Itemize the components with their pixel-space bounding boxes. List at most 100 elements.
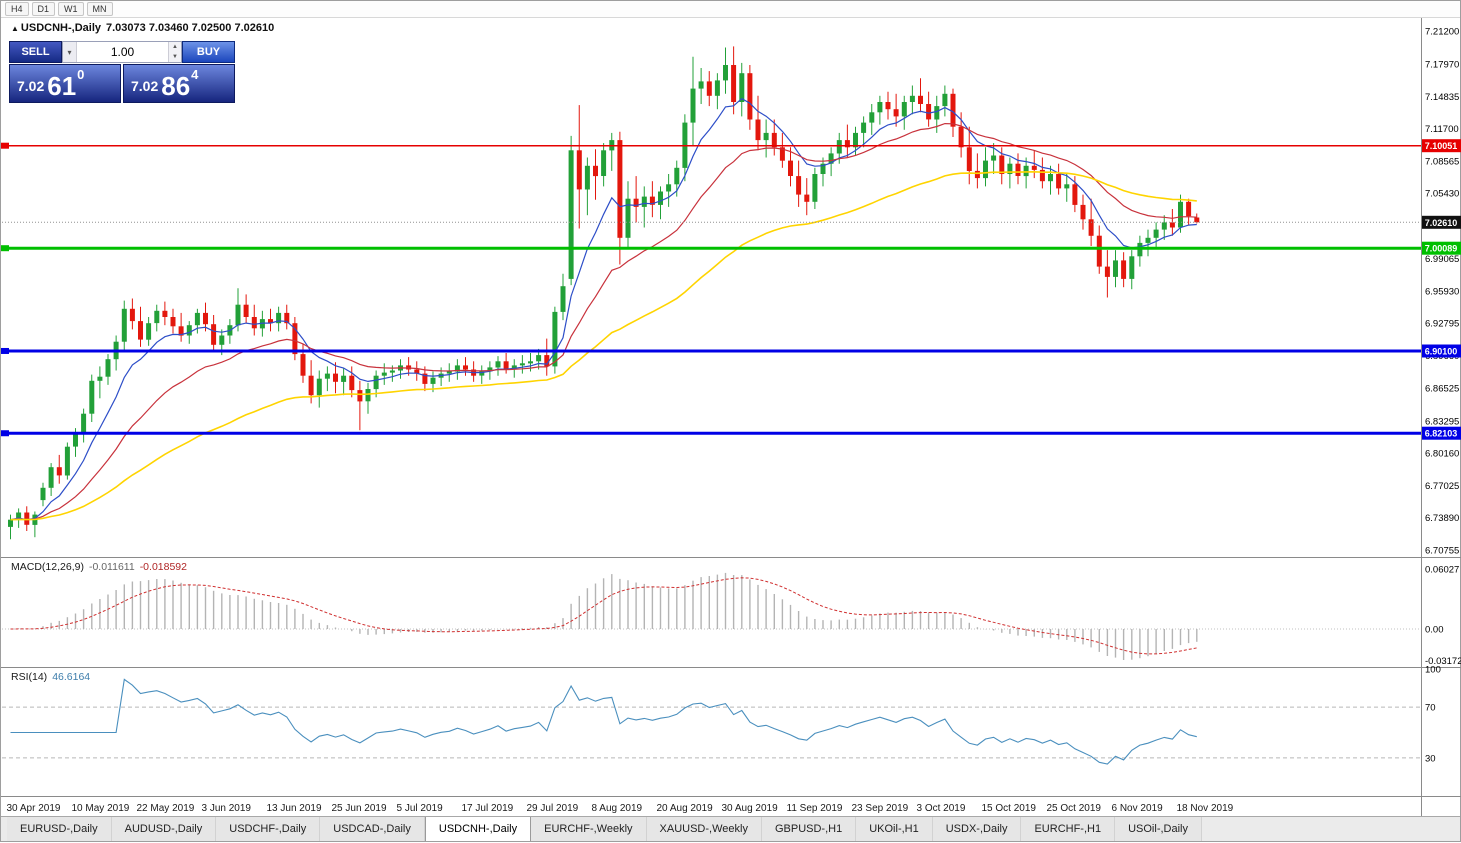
price-tag-level-text: 6.82103 xyxy=(1425,429,1458,439)
candle-body xyxy=(357,390,362,401)
candle-body xyxy=(8,520,13,527)
candle-body xyxy=(24,513,29,525)
date-axis-label: 6 Nov 2019 xyxy=(1112,803,1164,814)
tab-usdcaddaily[interactable]: USDCAD-,Daily xyxy=(320,817,425,841)
rsi-name: RSI(14) xyxy=(11,671,47,683)
date-axis-label: 23 Sep 2019 xyxy=(852,803,909,814)
candle-body xyxy=(756,120,761,141)
candle-body xyxy=(447,372,452,374)
candle-body xyxy=(333,374,338,382)
candle-body xyxy=(1194,218,1199,223)
hline-left-marker xyxy=(1,348,9,354)
price-axis-label: 6.99065 xyxy=(1425,254,1459,265)
candle-body xyxy=(366,389,371,401)
candle-body xyxy=(1064,184,1069,188)
price-axis-label: 6.92795 xyxy=(1425,319,1459,330)
tab-audusddaily[interactable]: AUDUSD-,Daily xyxy=(112,817,217,841)
tab-usdchfdaily[interactable]: USDCHF-,Daily xyxy=(216,817,320,841)
date-axis-label: 17 Jul 2019 xyxy=(462,803,514,814)
chart-ohlc-label: 7.03073 7.03460 7.02500 7.02610 xyxy=(106,22,274,34)
candle-body xyxy=(374,376,379,389)
candle-body xyxy=(699,81,704,88)
candle-body xyxy=(1024,166,1029,176)
buy-price-pips: 86 xyxy=(161,75,190,98)
sell-price-head: 7.02 xyxy=(17,78,44,94)
tab-eurchfh1[interactable]: EURCHF-,H1 xyxy=(1021,817,1115,841)
timeframe-button-h4[interactable]: H4 xyxy=(5,2,29,16)
candle-body xyxy=(73,434,78,446)
price-axis-label: 6.73890 xyxy=(1425,513,1459,524)
date-axis-label: 10 May 2019 xyxy=(72,803,130,814)
candle-body xyxy=(252,317,257,328)
candle-body xyxy=(244,305,249,317)
date-axis-label: 20 Aug 2019 xyxy=(657,803,714,814)
candle-body xyxy=(593,166,598,176)
tab-xauusdweekly[interactable]: XAUUSD-,Weekly xyxy=(647,817,762,841)
candle-body xyxy=(325,374,330,379)
tab-eurusddaily[interactable]: EURUSD-,Daily xyxy=(7,817,112,841)
volume-spinner: ▲ ▼ xyxy=(168,42,181,62)
buy-price-head: 7.02 xyxy=(131,78,158,94)
price-axis-label: 7.21200 xyxy=(1425,27,1459,38)
sell-price-display[interactable]: 7.02 61 0 xyxy=(9,64,121,103)
rsi-indicator-label: RSI(14)46.6164 xyxy=(11,671,90,683)
candle-body xyxy=(301,354,306,376)
candle-body xyxy=(97,377,102,381)
tab-usdxdaily[interactable]: USDX-,Daily xyxy=(933,817,1022,841)
rsi-axis-label: 70 xyxy=(1425,703,1436,714)
volume-decrease-icon[interactable]: ▼ xyxy=(169,52,181,62)
candle-body xyxy=(138,321,143,340)
candle-body xyxy=(1081,205,1086,219)
date-axis-label: 13 Jun 2019 xyxy=(267,803,322,814)
tab-usdcnhdaily[interactable]: USDCNH-,Daily xyxy=(425,817,531,841)
candle-body xyxy=(219,336,224,345)
buy-price-display[interactable]: 7.02 86 4 xyxy=(123,64,235,103)
date-axis-label: 25 Oct 2019 xyxy=(1047,803,1102,814)
candle-body xyxy=(195,313,200,325)
volume-input[interactable]: 1.00 xyxy=(77,42,168,62)
candle-body xyxy=(49,467,54,488)
candle-body xyxy=(715,80,720,95)
tab-eurchfweekly[interactable]: EURCHF-,Weekly xyxy=(531,817,646,841)
timeframe-button-mn[interactable]: MN xyxy=(87,2,113,16)
buy-button[interactable]: BUY xyxy=(182,41,235,63)
candle-body xyxy=(1129,256,1134,279)
volume-increase-icon[interactable]: ▲ xyxy=(169,42,181,52)
date-axis-label: 5 Jul 2019 xyxy=(397,803,444,814)
candle-body xyxy=(130,309,135,321)
date-axis-label: 22 May 2019 xyxy=(137,803,195,814)
candle-body xyxy=(617,140,622,238)
sell-price-pips: 61 xyxy=(47,75,76,98)
candle-body xyxy=(983,161,988,179)
candle-body xyxy=(382,373,387,376)
price-axis-label: 7.17970 xyxy=(1425,60,1459,71)
timeframe-button-w1[interactable]: W1 xyxy=(58,2,84,16)
tab-ukoilh1[interactable]: UKOil-,H1 xyxy=(856,817,933,841)
timeframe-button-d1[interactable]: D1 xyxy=(32,2,56,16)
candle-body xyxy=(877,102,882,112)
volume-dropdown-icon[interactable]: ▾ xyxy=(63,42,77,62)
candle-body xyxy=(666,184,671,191)
price-axis-label: 7.11700 xyxy=(1425,124,1459,135)
candle-body xyxy=(390,371,395,373)
candle-body xyxy=(1146,238,1151,243)
candle-body xyxy=(902,102,907,116)
tab-usoildaily[interactable]: USOil-,Daily xyxy=(1115,817,1202,841)
candle-body xyxy=(788,161,793,176)
candle-body xyxy=(1105,267,1110,277)
candle-body xyxy=(959,127,964,148)
candle-body xyxy=(162,311,167,317)
hline-left-marker xyxy=(1,143,9,149)
sell-button[interactable]: SELL xyxy=(9,41,62,63)
candle-body xyxy=(642,197,647,207)
candle-body xyxy=(1186,202,1191,216)
rsi-line xyxy=(11,679,1197,764)
candle-body xyxy=(154,311,159,323)
candle-body xyxy=(723,65,728,80)
candle-body xyxy=(309,376,314,396)
tab-gbpusdh1[interactable]: GBPUSD-,H1 xyxy=(762,817,856,841)
